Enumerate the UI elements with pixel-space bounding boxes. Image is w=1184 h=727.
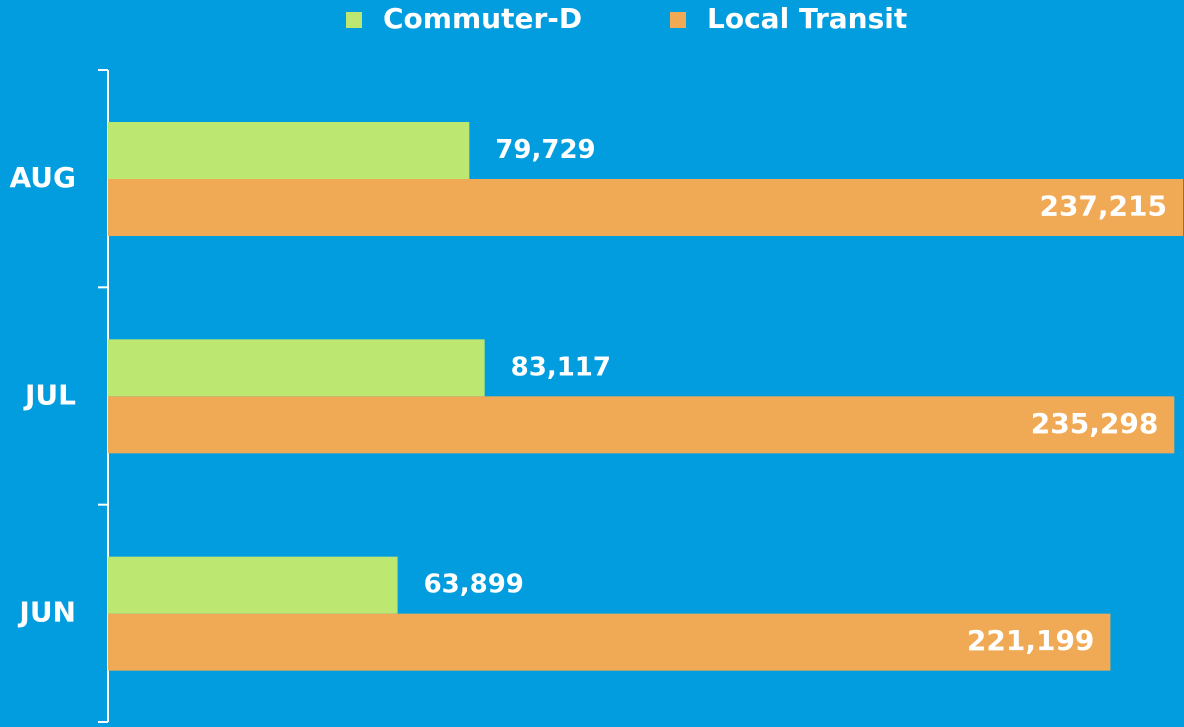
data-label: 221,199 <box>967 624 1095 657</box>
bar <box>108 122 470 179</box>
data-label: 83,117 <box>511 352 611 382</box>
legend-swatch <box>670 12 686 28</box>
category-label: AUG <box>9 161 76 194</box>
data-label: 235,298 <box>1031 407 1159 440</box>
bar <box>108 396 1175 454</box>
legend-swatch <box>346 12 362 28</box>
data-label: 63,899 <box>424 570 524 600</box>
bar <box>108 556 398 614</box>
legend-label: Commuter-D <box>383 2 582 35</box>
bar <box>108 339 485 397</box>
legend-label: Local Transit <box>707 2 907 35</box>
bar <box>108 179 1183 236</box>
bar <box>108 613 1111 671</box>
category-label: JUL <box>23 378 76 411</box>
data-label: 237,215 <box>1039 190 1167 223</box>
data-label: 79,729 <box>495 135 595 165</box>
category-label: JUN <box>17 596 76 629</box>
